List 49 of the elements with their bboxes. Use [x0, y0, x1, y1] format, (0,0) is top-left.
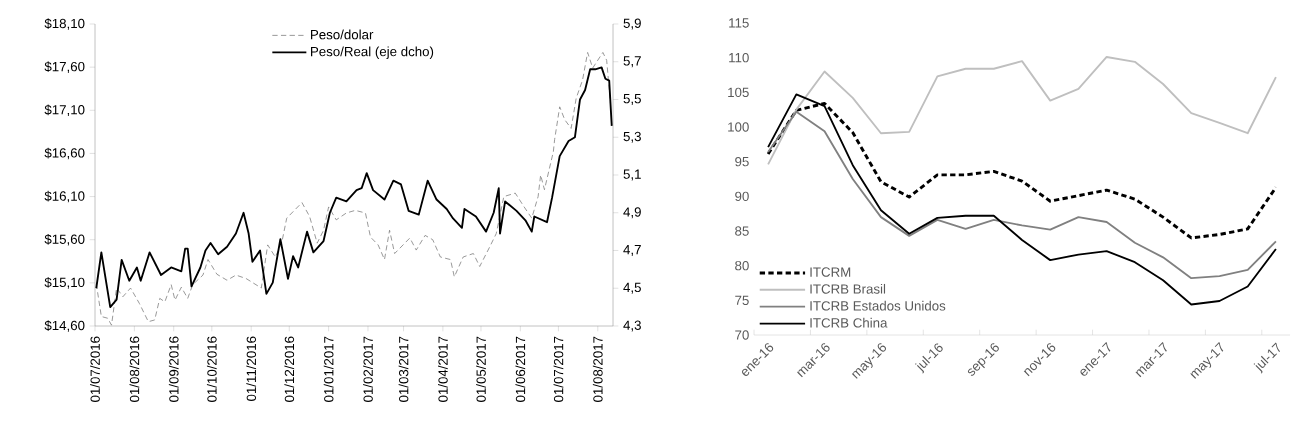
- y-tick-label: $14,60: [44, 320, 85, 332]
- x-tick-label: 01/07/2016: [90, 336, 100, 402]
- x-tick-label: 01/06/2017: [515, 336, 526, 402]
- y-tick-label: 80: [735, 260, 749, 271]
- y2-tick-label: 5,1: [623, 169, 641, 181]
- x-tick-label: 01/05/2017: [476, 336, 486, 402]
- y-tick-label: 90: [735, 191, 749, 202]
- line-series: [767, 110, 1277, 280]
- x-tick-label: 01/01/2017: [323, 336, 334, 402]
- x-tick-label: 01/07/2017: [553, 336, 564, 402]
- legend-label: ITCRB China: [810, 317, 888, 328]
- y2-tick-label: 5,7: [623, 56, 641, 68]
- legend-label: ITCRB Brasil: [810, 283, 886, 294]
- y-tick-label: 110: [729, 52, 749, 63]
- y2-tick-label: 4,5: [623, 282, 641, 294]
- y2-tick-label: 4,3: [623, 320, 641, 332]
- line-series: [767, 56, 1277, 166]
- x-tick-label: 01/03/2017: [398, 336, 409, 402]
- y-tick-label: $18,10: [44, 18, 85, 30]
- y-tick-label: 85: [735, 226, 749, 236]
- y2-tick-label: 5,3: [623, 131, 641, 143]
- y-tick-label: $16,60: [44, 147, 85, 160]
- x-tick-label: 01/02/2017: [363, 336, 373, 402]
- x-tick-label: 01/08/2016: [129, 336, 140, 402]
- y-tick-label: 95: [735, 156, 749, 167]
- legend-label: ITCRM: [810, 267, 851, 277]
- y2-tick-label: 4,7: [623, 245, 641, 256]
- y-tick-label: 105: [728, 87, 749, 98]
- legend-label: ITCRB Estados Unidos: [810, 300, 946, 311]
- legend-label: Peso/dolar: [311, 29, 374, 40]
- y-tick-label: $17,10: [44, 104, 85, 117]
- x-tick-label: 01/12/2016: [284, 336, 295, 402]
- y2-tick-label: 4,9: [623, 207, 641, 219]
- x-tick-label: 01/08/2017: [592, 336, 603, 402]
- y2-tick-label: 5,5: [623, 94, 641, 105]
- y-tick-label: $15,10: [44, 277, 85, 289]
- y-tick-label: $15,60: [44, 233, 85, 246]
- y2-tick-label: 5,9: [623, 18, 641, 30]
- y-tick-label: $16,10: [44, 190, 85, 203]
- x-tick-label: 01/11/2016: [246, 336, 257, 401]
- y-tick-label: 70: [735, 330, 749, 340]
- y-tick-label: $17,60: [44, 61, 85, 73]
- y-tick-label: 75: [735, 295, 749, 305]
- y-tick-label: 115: [729, 18, 749, 28]
- x-tick-label: 01/04/2017: [438, 336, 448, 402]
- y-tick-label: 100: [728, 122, 749, 132]
- legend-label: Peso/Real (eje dcho): [311, 46, 434, 59]
- x-tick-label: 01/10/2016: [206, 336, 217, 402]
- x-tick-label: 01/09/2016: [168, 336, 179, 402]
